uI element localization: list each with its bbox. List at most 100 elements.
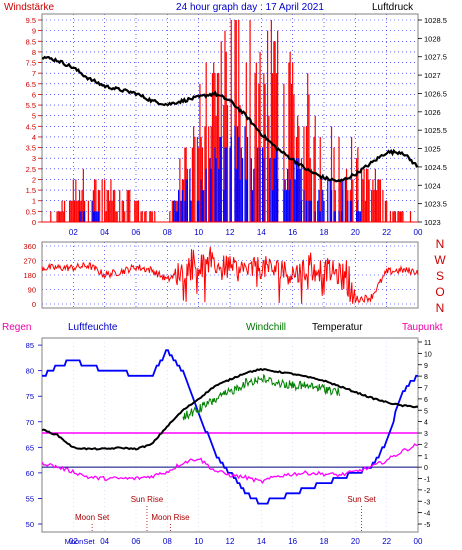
temperature-tick-label: 1 — [424, 454, 428, 461]
humidity-line — [42, 349, 418, 505]
moonset-x-label: MoonSet — [65, 537, 96, 546]
humidity-tick-label: 55 — [26, 494, 34, 503]
bottom-x-tick-label: 00 — [414, 537, 423, 546]
bottom-x-tick-label: 20 — [351, 537, 360, 546]
top-x-tick-label: 20 — [351, 228, 360, 237]
temperature-tick-label: -5 — [424, 522, 430, 529]
wind-tick-label: 6.5 — [26, 80, 36, 89]
wind-tick-label: 6 — [32, 90, 36, 99]
gust-bars — [78, 126, 361, 222]
temperature-tick-label: 4 — [424, 420, 428, 427]
temperature-tick-label: 2 — [424, 442, 428, 449]
compass-letter: N — [436, 301, 445, 315]
temperature-tick-label: 5 — [424, 408, 428, 415]
pressure-tick-label: 1028 — [424, 34, 441, 43]
pressure-tick-label: 1024.5 — [424, 163, 447, 172]
windchill-line — [182, 373, 341, 421]
humidity-tick-label: 85 — [26, 341, 34, 350]
pressure-line — [41, 55, 419, 183]
graph-title: 24 hour graph day : 17 April 2021 — [176, 2, 324, 13]
top-x-tick-label: 08 — [163, 228, 172, 237]
wind-tick-label: 8.5 — [26, 37, 36, 46]
wind-tick-label: 5 — [32, 112, 36, 121]
bottom-x-tick-label: 14 — [257, 537, 266, 546]
wind-tick-label: 2 — [32, 175, 36, 184]
temperatur-label: Temperatur — [312, 322, 363, 333]
bottom-x-tick-label: 10 — [194, 537, 203, 546]
temperature-tick-label: 11 — [424, 340, 431, 347]
wind-tick-label: 3.5 — [26, 144, 36, 153]
bottom-x-tick-label: 08 — [163, 537, 172, 546]
wind-tick-label: 4 — [32, 133, 36, 142]
top-x-tick-label: 06 — [132, 228, 141, 237]
direction-tick-label: 270 — [23, 257, 36, 266]
temperature-tick-label: 9 — [424, 363, 428, 370]
direction-tick-label: 0 — [32, 300, 36, 309]
wind-tick-label: 2.5 — [26, 165, 36, 174]
bottom-x-tick-label: 02 — [69, 537, 78, 546]
top-x-tick-label: 16 — [288, 228, 297, 237]
wind-tick-label: 9.5 — [26, 16, 36, 25]
wind-tick-label: 9 — [32, 27, 36, 36]
direction-tick-label: 90 — [28, 286, 36, 295]
luftfeuchte-label: Luftfeuchte — [68, 322, 118, 333]
top-x-tick-label: 18 — [320, 228, 329, 237]
wind-tick-label: 4.5 — [26, 122, 36, 131]
humidity-tick-label: 75 — [26, 392, 34, 401]
temperature-tick-label: -1 — [424, 477, 430, 484]
dewpoint-line — [41, 443, 419, 485]
wind-tick-label: 5.5 — [26, 101, 36, 110]
bottom-x-tick-label: 22 — [382, 537, 391, 546]
taupunkt-label: Taupunkt — [402, 322, 443, 333]
top-x-tick-label: 02 — [69, 228, 78, 237]
bottom-x-tick-label: 06 — [132, 537, 141, 546]
event-label: Sun Rise — [131, 495, 164, 504]
luftdruck-label: Luftdruck — [372, 2, 414, 13]
wind-tick-label: 7 — [32, 69, 36, 78]
direction-tick-label: 360 — [23, 242, 36, 251]
bottom-x-tick-label: 16 — [288, 537, 297, 546]
temperature-tick-label: -2 — [424, 488, 430, 495]
temperature-tick-label: 3 — [424, 431, 428, 438]
humidity-tick-label: 50 — [26, 520, 34, 529]
compass-letter: N — [436, 237, 445, 251]
pressure-tick-label: 1028.5 — [424, 16, 447, 25]
wind-tick-label: 7.5 — [26, 59, 36, 68]
wind-tick-label: 8 — [32, 48, 36, 57]
bottom-x-tick-label: 12 — [226, 537, 235, 546]
compass-letter: O — [435, 285, 444, 299]
pressure-tick-label: 1026 — [424, 108, 441, 117]
event-label: Moon Rise — [151, 513, 190, 522]
pressure-tick-label: 1023 — [424, 218, 441, 227]
bottom-x-tick-label: 18 — [320, 537, 329, 546]
wind-tick-label: 3 — [32, 154, 36, 163]
event-label: Moon Set — [75, 513, 110, 522]
humidity-tick-label: 80 — [26, 367, 34, 376]
temperature-tick-label: 7 — [424, 386, 428, 393]
wind-tick-label: 0.5 — [26, 207, 36, 216]
top-x-tick-label: 22 — [382, 228, 391, 237]
temperature-tick-label: -3 — [424, 499, 430, 506]
direction-tick-label: 180 — [23, 271, 36, 280]
compass-letter: S — [436, 269, 444, 283]
pressure-tick-label: 1025 — [424, 145, 441, 154]
bottom-x-tick-label: 04 — [100, 537, 109, 546]
windchill-label: Windchill — [246, 322, 286, 333]
top-x-tick-label: 00 — [414, 228, 423, 237]
temperature-line — [41, 367, 419, 451]
pressure-tick-label: 1024 — [424, 181, 441, 190]
wind-tick-label: 0 — [32, 218, 36, 227]
pressure-tick-label: 1026.5 — [424, 89, 447, 98]
pressure-tick-label: 1027.5 — [424, 53, 447, 62]
temperature-tick-label: 8 — [424, 374, 428, 381]
pressure-tick-label: 1025.5 — [424, 126, 447, 135]
humidity-tick-label: 65 — [26, 443, 34, 452]
temperature-tick-label: 6 — [424, 397, 428, 404]
windstaerke-label: Windstärke — [4, 2, 54, 13]
regen-label: Regen — [2, 322, 31, 333]
top-x-tick-label: 12 — [226, 228, 235, 237]
temperature-tick-label: 0 — [424, 465, 428, 472]
temperature-tick-label: 10 — [424, 351, 432, 358]
top-x-tick-label: 10 — [194, 228, 203, 237]
